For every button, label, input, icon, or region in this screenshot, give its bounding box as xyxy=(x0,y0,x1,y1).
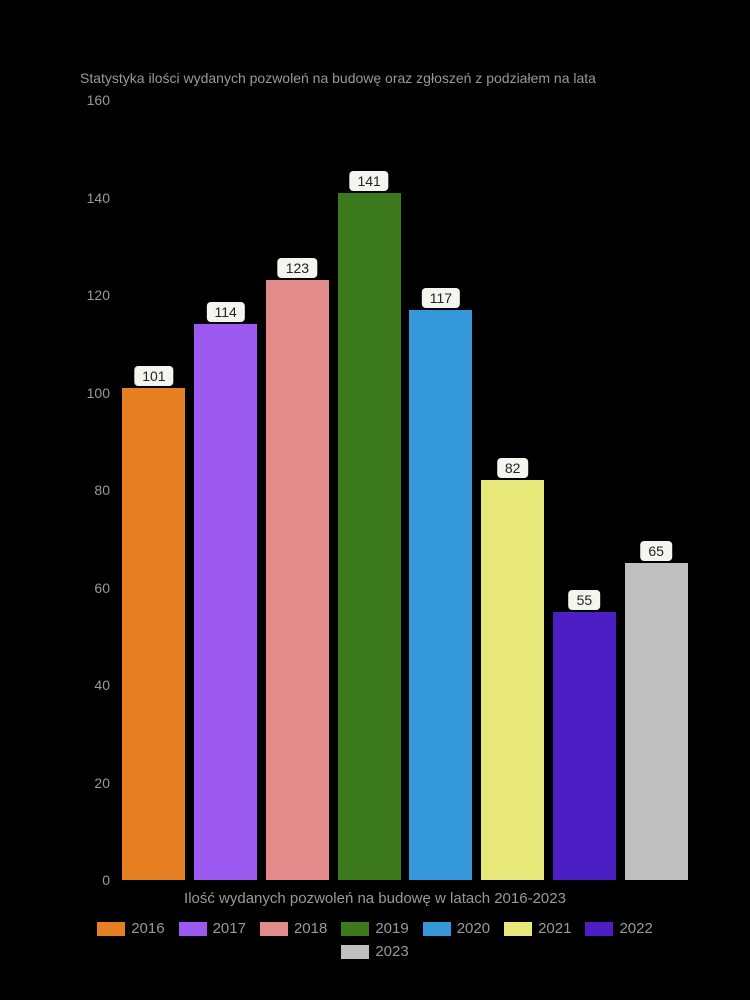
y-axis: 020406080100120140160 xyxy=(65,100,110,880)
legend-label: 2021 xyxy=(538,920,571,937)
bar-value-label: 101 xyxy=(134,366,173,386)
bar: 55 xyxy=(553,612,616,880)
y-tick-label: 40 xyxy=(65,677,110,693)
bar: 101 xyxy=(122,388,185,880)
legend-swatch xyxy=(423,922,451,936)
bar-slot: 82 xyxy=(477,100,549,880)
legend-label: 2023 xyxy=(375,943,408,960)
bar-value-label: 82 xyxy=(497,458,529,478)
bar-value-label: 114 xyxy=(206,302,244,322)
chart-title: Statystyka ilości wydanych pozwoleń na b… xyxy=(80,70,596,86)
legend: 2016 2017 2018 2019 2020 2021 2022 2023 xyxy=(0,920,750,960)
legend-label: 2016 xyxy=(131,920,164,937)
bar: 123 xyxy=(266,280,329,880)
bar-value-label: 141 xyxy=(349,171,388,191)
legend-swatch xyxy=(341,922,369,936)
legend-label: 2019 xyxy=(375,920,408,937)
legend-label: 2017 xyxy=(213,920,246,937)
legend-item: 2019 xyxy=(341,920,408,937)
legend-swatch xyxy=(179,922,207,936)
y-tick-label: 140 xyxy=(65,190,110,206)
y-tick-label: 120 xyxy=(65,287,110,303)
legend-item: 2021 xyxy=(504,920,571,937)
bar-slot: 55 xyxy=(549,100,621,880)
bar-slot: 117 xyxy=(405,100,477,880)
plot-area: 101114123141117825565 xyxy=(110,100,700,880)
bar-slot: 114 xyxy=(190,100,262,880)
legend-swatch xyxy=(260,922,288,936)
bar: 141 xyxy=(338,193,401,880)
bar-slot: 65 xyxy=(620,100,692,880)
y-tick-label: 60 xyxy=(65,580,110,596)
legend-item: 2020 xyxy=(423,920,490,937)
y-tick-label: 160 xyxy=(65,92,110,108)
legend-item: 2016 xyxy=(97,920,164,937)
legend-swatch xyxy=(341,945,369,959)
legend-label: 2022 xyxy=(619,920,652,937)
legend-swatch xyxy=(97,922,125,936)
bar-slot: 123 xyxy=(262,100,334,880)
legend-swatch xyxy=(504,922,532,936)
legend-item: 2018 xyxy=(260,920,327,937)
legend-swatch xyxy=(585,922,613,936)
x-axis-title: Ilość wydanych pozwoleń na budowę w lata… xyxy=(0,890,750,907)
bar-value-label: 117 xyxy=(422,288,460,308)
bar: 114 xyxy=(194,324,257,880)
y-tick-label: 100 xyxy=(65,385,110,401)
legend-label: 2018 xyxy=(294,920,327,937)
legend-item: 2022 xyxy=(585,920,652,937)
y-tick-label: 0 xyxy=(65,872,110,888)
legend-item: 2017 xyxy=(179,920,246,937)
bar: 65 xyxy=(625,563,688,880)
bars-container: 101114123141117825565 xyxy=(110,100,700,880)
y-tick-label: 20 xyxy=(65,775,110,791)
legend-label: 2020 xyxy=(457,920,490,937)
bar: 82 xyxy=(481,480,544,880)
bar-value-label: 55 xyxy=(569,590,601,610)
bar-slot: 141 xyxy=(333,100,405,880)
y-tick-label: 80 xyxy=(65,482,110,498)
bar-value-label: 123 xyxy=(278,258,317,278)
legend-item: 2023 xyxy=(341,943,408,960)
bar: 117 xyxy=(409,310,472,880)
bar-slot: 101 xyxy=(118,100,190,880)
bar-value-label: 65 xyxy=(640,541,672,561)
